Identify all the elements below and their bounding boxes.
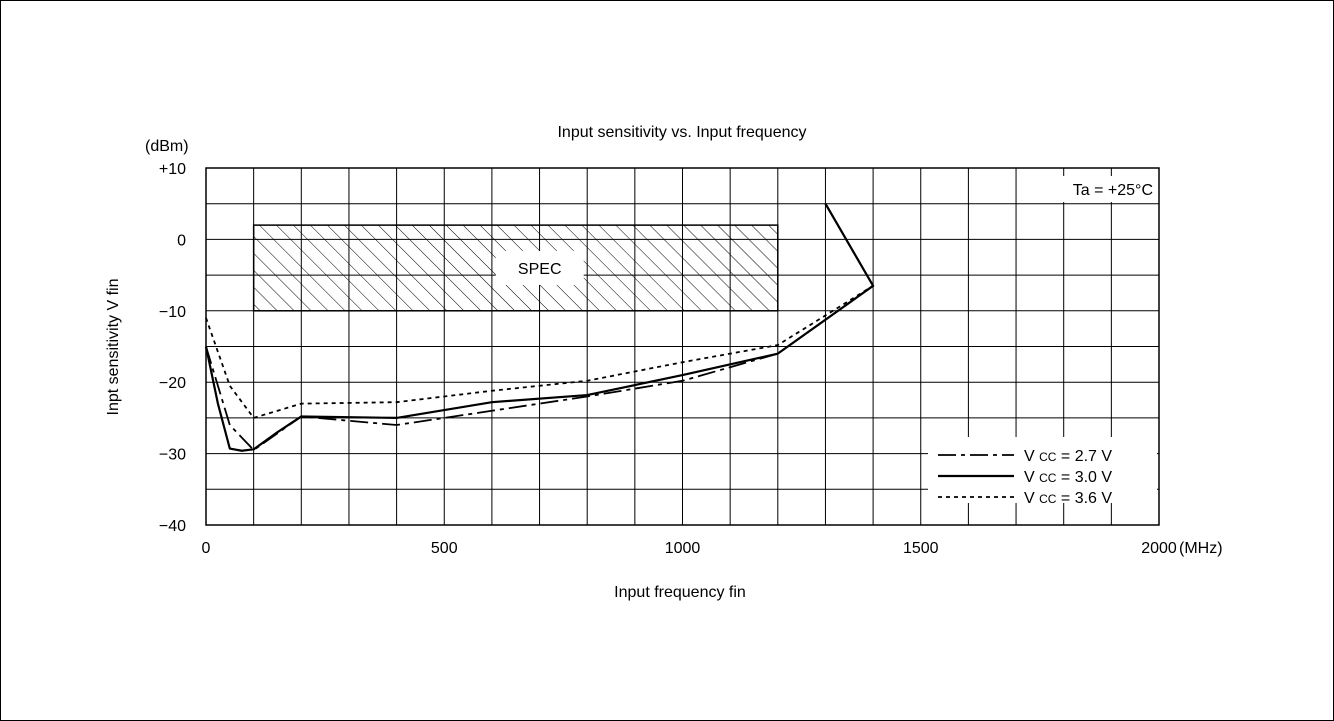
series-line-2: [204, 203, 875, 452]
x-tick-label: 2000: [1141, 540, 1177, 557]
spec-label: SPEC: [518, 261, 562, 278]
y-tick-label: −10: [159, 304, 186, 321]
plot-area-border: [205, 167, 1160, 526]
x-unit-label: (MHz): [1179, 540, 1223, 557]
y-unit-label: (dBm): [145, 138, 189, 155]
x-tick-label: 1500: [903, 540, 939, 557]
x-axis-label: Input frequency fin: [614, 584, 746, 601]
chart-title: Input sensitivity vs. Input frequency: [557, 124, 806, 141]
y-tick-label: −30: [159, 447, 186, 464]
x-tick-label: 500: [431, 540, 458, 557]
tick-labels: 0 500 1000 1500 2000 (MHz) +10 0 −10 −20 −30 −40: [159, 161, 1223, 557]
spec-label-background: [495, 250, 584, 285]
x-tick-label: 1000: [665, 540, 701, 557]
temperature-annotation: Ta = +25°C: [1073, 182, 1153, 199]
y-tick-label: 0: [177, 232, 186, 249]
x-tick-label: 0: [202, 540, 211, 557]
y-tick-label: +10: [159, 161, 186, 178]
legend-label-1: V CC = 2.7 V: [1024, 448, 1112, 465]
annotation-background: [1029, 176, 1155, 202]
series-layer: [204, 203, 875, 452]
y-tick-label: −40: [159, 518, 186, 535]
series-line-3: [205, 203, 874, 419]
legend-label-2: V CC = 3.0 V: [1024, 469, 1112, 486]
y-axis-label: Inpt sensitivity V fin: [105, 279, 122, 416]
y-tick-label: −20: [159, 375, 186, 392]
legend: V CC = 2.7 V V CC = 3.0 V V CC = 3.6 V: [928, 437, 1157, 507]
legend-label-3: V CC = 3.6 V: [1024, 490, 1112, 507]
legend-background: [928, 437, 1157, 503]
